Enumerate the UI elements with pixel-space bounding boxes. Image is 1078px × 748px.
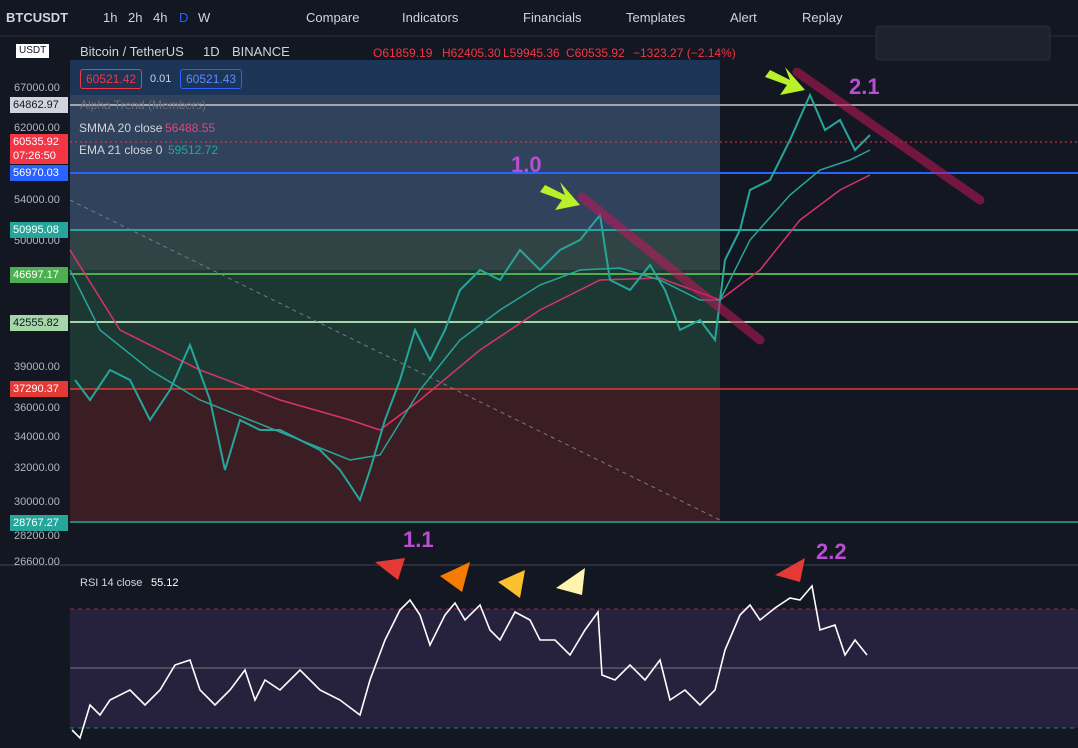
price-axis-label: 50000.00 [14,235,60,247]
annotation: 2.2 [816,539,847,564]
trend-line [69,199,721,521]
ema-line [69,149,871,461]
zone-gray [70,95,720,270]
price-axis-label: 36000.00 [14,402,60,414]
indicators-button[interactable]: Indicators [402,10,459,25]
ohlc-high: H62405.30 [442,46,501,60]
drawn-trend [792,67,985,205]
zone-red [70,389,720,522]
rsi-label: RSI 14 close [80,577,143,589]
interval[interactable]: 2h [128,10,143,25]
arrowhead-icon [556,568,585,595]
spread: 0.01 [150,73,172,85]
price-tag: 28767.27 [10,515,68,531]
arrow-icon [765,67,805,95]
price-tag: 56970.03 [10,165,68,181]
price-candles [74,92,871,503]
price-axis-label: 30000.00 [14,496,60,508]
zone-blue [70,60,720,230]
indicator-label: EMA 21 close 0 [79,143,163,157]
indicator-label: SMMA 20 close [79,121,163,135]
price-axis-label: 67000.00 [14,82,60,94]
ask-box[interactable]: 60521.43 [180,69,243,89]
annotation: 1.0 [511,152,542,177]
arrowhead-icon [775,558,805,582]
rsi-value: 55.12 [151,577,179,589]
countdown-tag: 07:26:50 [10,148,68,164]
templates-button[interactable]: Templates [626,10,686,25]
arrowhead-icon [498,570,525,598]
ohlc-change: −1323.27 (−2.14%) [633,46,736,60]
indicator-label: Alpha Trend (Members) [80,98,207,112]
price-tag: 60535.92 [10,134,68,150]
price-axis-label: 39000.00 [14,361,60,373]
price-tag: 64862.97 [10,97,68,113]
ohlc-open: O61859.19 [373,46,433,60]
price-tag: 46697.17 [10,267,68,283]
price-tag: 50995.08 [10,222,68,238]
financials-button[interactable]: Financials [523,10,582,25]
rsi-line [71,584,868,740]
currency-tag[interactable]: USDT [16,44,50,58]
price-axis-label: 32000.00 [14,462,60,474]
interval[interactable]: 4h [153,10,168,25]
annotation: 1.1 [403,527,434,552]
interval[interactable]: 1h [103,10,118,25]
interval-label: 1D [203,44,220,59]
symbol[interactable]: BTCUSDT [6,10,69,25]
interval[interactable]: W [198,10,211,25]
exchange-label: BINANCE [232,44,290,59]
price-axis-label: 26600.00 [14,556,60,568]
price-axis-label: 62000.00 [14,122,60,134]
bid-box[interactable]: 60521.42 [80,69,143,89]
drawn-trend [577,192,765,345]
price-tag: 37290.37 [10,381,68,397]
price-axis-label: 28200.00 [14,530,60,542]
compare-button[interactable]: Compare [306,10,360,25]
price-axis-label: 54000.00 [14,194,60,206]
price-tag: 42555.82 [10,315,68,331]
smma-line [69,174,871,431]
alert-button[interactable]: Alert [730,10,757,25]
symbol-title: Bitcoin / TetherUS [80,44,184,59]
price-axis-label: 34000.00 [14,431,60,443]
arrow-icon [540,182,580,210]
arrowhead-icon [440,562,470,592]
indicator-value: 56488.55 [165,121,216,135]
zone-green [70,230,720,389]
interval[interactable]: D [179,10,189,25]
ohlc-close: C60535.92 [566,46,625,60]
arrowhead-icon [375,558,405,580]
replay-button[interactable]: Replay [802,10,843,25]
ohlc-low: L59945.36 [503,46,560,60]
drawing-toolbar[interactable] [875,25,1051,61]
annotation: 2.1 [849,74,880,99]
indicator-value: 59512.72 [168,143,219,157]
